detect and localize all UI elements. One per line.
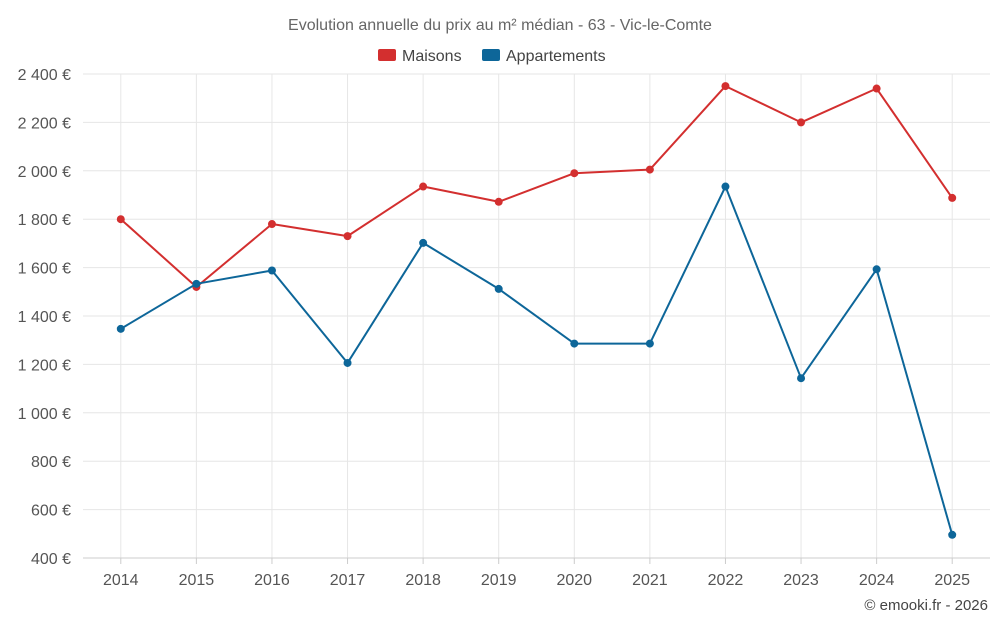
data-point-maisons-2023[interactable]	[797, 118, 806, 127]
data-point-appartements-2021[interactable]	[645, 339, 654, 348]
data-point-maisons-2016[interactable]	[267, 220, 276, 229]
data-point-maisons-2024[interactable]	[872, 84, 881, 93]
x-tick-label: 2015	[179, 572, 215, 589]
credit-text: © emooki.fr - 2026	[864, 597, 988, 614]
x-tick-label: 2018	[405, 572, 441, 589]
x-tick-label: 2016	[254, 572, 290, 589]
legend-item-appartements[interactable]: Appartements	[482, 48, 606, 65]
x-tick-label: 2017	[330, 572, 366, 589]
series-appartements	[116, 182, 957, 539]
data-point-appartements-2016[interactable]	[267, 266, 276, 275]
data-point-appartements-2019[interactable]	[494, 284, 503, 293]
data-point-maisons-2014[interactable]	[116, 215, 125, 224]
y-tick-label: 2 400 €	[18, 67, 71, 84]
data-point-maisons-2019[interactable]	[494, 197, 503, 206]
data-point-maisons-2025[interactable]	[948, 193, 957, 202]
y-tick-label: 800 €	[31, 454, 71, 471]
data-point-maisons-2021[interactable]	[645, 165, 654, 174]
data-point-appartements-2025[interactable]	[948, 530, 957, 539]
series-line-maisons	[120, 85, 954, 288]
y-tick-label: 600 €	[31, 503, 71, 520]
data-point-appartements-2024[interactable]	[872, 265, 881, 274]
data-point-appartements-2022[interactable]	[721, 182, 730, 191]
x-axis: 2014 2015 2016 2017 2018 2019 2020 2021 2022 2023…	[83, 557, 990, 589]
x-tick-label: 2024	[859, 572, 895, 589]
series-layer	[116, 82, 957, 539]
x-tick-label: 2020	[556, 572, 592, 589]
data-point-appartements-2014[interactable]	[116, 324, 125, 333]
chart-title: Evolution annuelle du prix au m² médian …	[288, 17, 712, 34]
legend-swatch-appartements	[482, 49, 500, 61]
y-tick-label: 1 800 €	[18, 212, 71, 229]
y-tick-label: 400 €	[31, 551, 71, 568]
y-tick-label: 1 400 €	[18, 309, 71, 326]
y-tick-label: 1 600 €	[18, 261, 71, 278]
data-point-maisons-2022[interactable]	[721, 82, 730, 91]
y-tick-label: 2 000 €	[18, 164, 71, 181]
grid	[83, 73, 990, 558]
legend-swatch-maisons	[378, 49, 396, 61]
y-tick-label: 1 200 €	[18, 357, 71, 374]
series-maisons	[116, 82, 957, 291]
x-tick-label: 2014	[103, 572, 139, 589]
y-axis: 400 € 600 € 800 € 1 000 € 1 200 € 1 400 € 1 60…	[18, 67, 71, 568]
legend-label-maisons: Maisons	[402, 48, 462, 65]
data-point-appartements-2015[interactable]	[192, 279, 201, 288]
data-point-appartements-2017[interactable]	[343, 358, 352, 367]
y-tick-label: 2 200 €	[18, 115, 71, 132]
x-tick-label: 2021	[632, 572, 668, 589]
data-point-maisons-2020[interactable]	[570, 169, 579, 178]
x-tick-label: 2023	[783, 572, 819, 589]
x-tick-label: 2019	[481, 572, 517, 589]
data-point-appartements-2018[interactable]	[419, 238, 428, 247]
y-tick-label: 1 000 €	[18, 406, 71, 423]
x-tick-label: 2022	[708, 572, 744, 589]
data-point-maisons-2017[interactable]	[343, 232, 352, 241]
x-tick-label: 2025	[934, 572, 970, 589]
legend: Maisons Appartements	[378, 48, 606, 65]
series-line-appartements	[120, 185, 954, 536]
data-point-appartements-2023[interactable]	[797, 374, 806, 383]
legend-label-appartements: Appartements	[506, 48, 606, 65]
legend-item-maisons[interactable]: Maisons	[378, 48, 462, 65]
data-point-maisons-2018[interactable]	[419, 182, 428, 191]
data-point-appartements-2020[interactable]	[570, 339, 579, 348]
